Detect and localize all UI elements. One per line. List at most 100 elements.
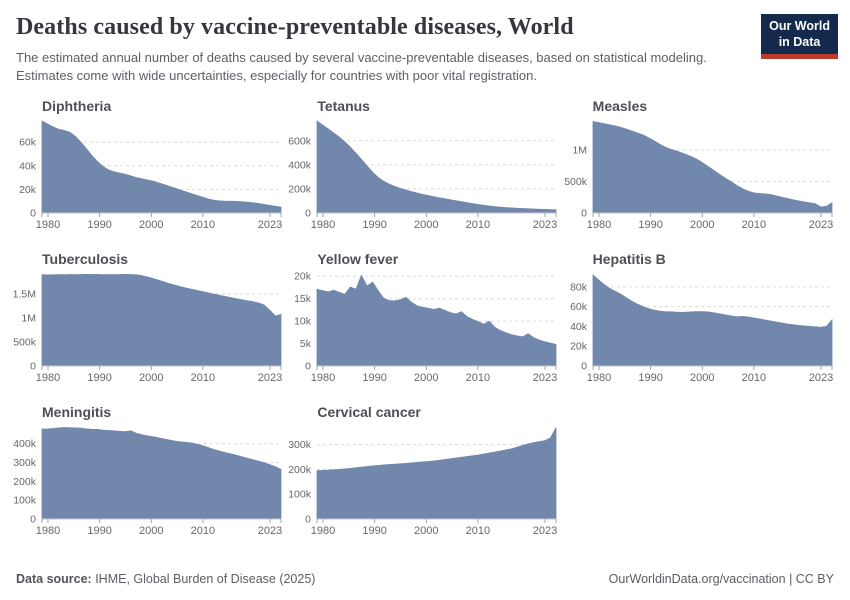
footer: Data source: IHME, Global Burden of Dise…: [12, 572, 838, 588]
y-tick-label: 400k: [13, 438, 37, 450]
chart-tetanus: Tetanus 0 200k 400k 600k 1980 1990 2000 2010 2023: [287, 98, 562, 233]
chart-title: Measles: [592, 97, 648, 114]
x-tick-label: 2000: [690, 219, 714, 231]
x-tick-label: 1980: [311, 525, 335, 537]
page-subtitle: The estimated annual number of deaths ca…: [16, 50, 707, 84]
x-tick-label: 2023: [258, 219, 282, 231]
chart-plot-measles[interactable]: 0 500k 1M 1980 1990 2000 2010 2023: [563, 117, 838, 233]
y-tick-label: 300k: [289, 439, 313, 451]
area-series: [592, 274, 833, 367]
y-tick-label: 1M: [21, 312, 36, 324]
chart-title: Tuberculosis: [42, 250, 129, 267]
y-tick-label: 20k: [570, 341, 588, 353]
x-tick-label: 2010: [466, 372, 490, 384]
x-tick-label: 1990: [638, 219, 662, 231]
y-tick-label: 100k: [289, 489, 313, 501]
y-tick-label: 5k: [300, 338, 312, 350]
chart-plot-tetanus[interactable]: 0 200k 400k 600k 1980 1990 2000 2010 2023: [287, 117, 562, 233]
chart-hepatitis-b: Hepatitis B 0 20k 40k 60k 80k 1980 1990 2000 2010…: [563, 251, 838, 386]
chart-title: Diphtheria: [42, 97, 112, 114]
y-tick-label: 10k: [294, 316, 312, 328]
y-tick-label: 0: [30, 513, 36, 525]
owid-logo[interactable]: Our World in Data: [761, 14, 838, 60]
x-tick-label: 1980: [311, 219, 335, 231]
x-tick-label: 1980: [311, 372, 335, 384]
x-tick-label: 2000: [139, 219, 163, 231]
x-tick-label: 1990: [363, 525, 387, 537]
y-tick-label: 20k: [19, 184, 37, 196]
chart-title: Hepatitis B: [592, 250, 666, 267]
y-tick-label: 300k: [13, 457, 37, 469]
y-tick-label: 20k: [294, 271, 312, 283]
x-tick-label: 2023: [533, 219, 557, 231]
x-tick-label: 1990: [363, 372, 387, 384]
x-tick-label: 2010: [466, 525, 490, 537]
chart-measles: Measles 0 500k 1M 1980 1990 2000 2010 2023: [563, 98, 838, 233]
area-series: [41, 120, 282, 214]
y-tick-label: 80k: [570, 281, 588, 293]
y-tick-label: 0: [581, 360, 587, 372]
page-title: Deaths caused by vaccine-preventable dis…: [16, 14, 574, 40]
x-tick-label: 2023: [258, 372, 282, 384]
chart-meningitis: Meningitis 0 100k 200k 300k 400k 1980 1990 2000 2…: [12, 404, 287, 539]
y-tick-label: 200k: [289, 183, 313, 195]
x-tick-label: 2010: [741, 219, 765, 231]
area-series: [316, 274, 557, 367]
x-tick-label: 2023: [808, 372, 832, 384]
y-tick-label: 0: [581, 207, 587, 219]
x-tick-label: 1990: [638, 372, 662, 384]
area-series: [41, 273, 282, 367]
chart-tuberculosis: Tuberculosis 0 500k 1M 1.5M 1980 1990 2000 2010 2…: [12, 251, 287, 386]
chart-diphtheria: Diphtheria 0 20k 40k 60k 1980 1990 2000 2010 2023: [12, 98, 287, 233]
x-tick-label: 2010: [191, 372, 215, 384]
x-tick-label: 2023: [533, 525, 557, 537]
x-tick-label: 2000: [139, 525, 163, 537]
x-tick-label: 1980: [36, 219, 60, 231]
x-tick-label: 2010: [191, 219, 215, 231]
x-tick-label: 2000: [414, 219, 438, 231]
chart-title: Meningitis: [42, 403, 112, 420]
x-tick-label: 1980: [36, 525, 60, 537]
area-series: [592, 121, 833, 214]
y-tick-label: 0: [305, 513, 311, 525]
y-tick-label: 40k: [19, 160, 37, 172]
y-tick-label: 60k: [570, 301, 588, 313]
x-tick-label: 1990: [363, 219, 387, 231]
chart-plot-yellow-fever[interactable]: 0 5k 10k 15k 20k 1980 1990 2000 2010 2023: [287, 270, 562, 386]
y-tick-label: 0: [30, 360, 36, 372]
x-tick-label: 2000: [414, 372, 438, 384]
y-tick-label: 15k: [294, 293, 312, 305]
chart-cervical-cancer: Cervical cancer 0 100k 200k 300k 1980 1990 2000…: [287, 404, 562, 539]
y-tick-label: 0: [305, 207, 311, 219]
chart-plot-tuberculosis[interactable]: 0 500k 1M 1.5M 1980 1990 2000 2010 2023: [12, 270, 287, 386]
x-tick-label: 2010: [741, 372, 765, 384]
y-tick-label: 1M: [572, 144, 587, 156]
x-tick-label: 2000: [414, 525, 438, 537]
chart-plot-diphtheria[interactable]: 0 20k 40k 60k 1980 1990 2000 2010 2023: [12, 117, 287, 233]
y-tick-label: 600k: [289, 135, 313, 147]
chart-plot-hepatitis-b[interactable]: 0 20k 40k 60k 80k 1980 1990 2000 2010 2023: [563, 270, 838, 386]
chart-plot-meningitis[interactable]: 0 100k 200k 300k 400k 1980 1990 2000 2010 2023: [12, 423, 287, 539]
credit-link[interactable]: OurWorldinData.org/vaccination | CC BY: [608, 572, 834, 586]
chart-plot-cervical-cancer[interactable]: 0 100k 200k 300k 1980 1990 2000 2010 2023: [287, 423, 562, 539]
x-tick-label: 1980: [586, 372, 610, 384]
x-tick-label: 1980: [586, 219, 610, 231]
data-source-value: IHME, Global Burden of Disease (2025): [91, 572, 316, 586]
x-tick-label: 2023: [808, 219, 832, 231]
y-tick-label: 1.5M: [13, 288, 36, 300]
chart-title: Yellow fever: [317, 250, 399, 267]
area-series: [316, 120, 557, 214]
y-tick-label: 0: [305, 360, 311, 372]
data-source-label: Data source:: [16, 572, 92, 586]
data-source: Data source: IHME, Global Burden of Dise…: [16, 572, 315, 586]
y-tick-label: 0: [30, 207, 36, 219]
x-tick-label: 1990: [87, 219, 111, 231]
logo-line1: Our World: [769, 19, 830, 33]
x-tick-label: 2000: [690, 372, 714, 384]
y-tick-label: 500k: [13, 336, 37, 348]
header-text: Deaths caused by vaccine-preventable dis…: [12, 12, 736, 86]
y-tick-label: 100k: [13, 495, 37, 507]
x-tick-label: 1990: [87, 525, 111, 537]
y-tick-label: 200k: [13, 476, 37, 488]
